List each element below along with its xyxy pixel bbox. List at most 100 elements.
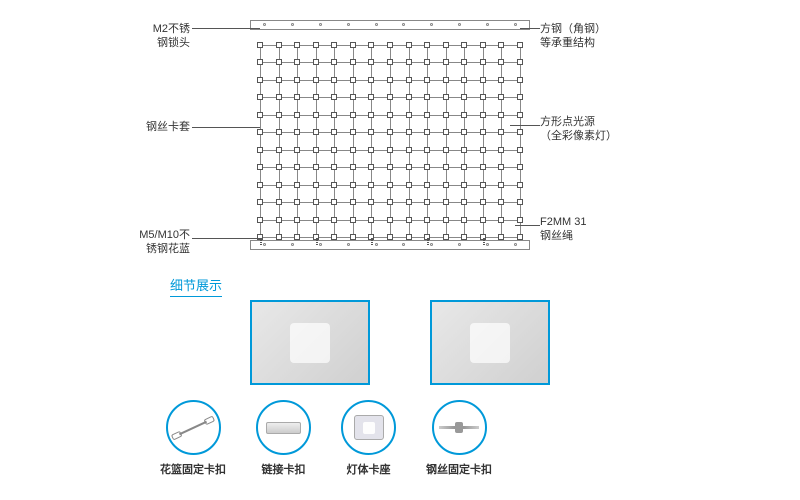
led-node bbox=[498, 112, 504, 118]
led-node bbox=[294, 59, 300, 65]
led-node bbox=[257, 112, 263, 118]
led-node bbox=[480, 77, 486, 83]
led-node bbox=[331, 77, 337, 83]
grid-line-vertical bbox=[260, 45, 261, 237]
led-node bbox=[406, 164, 412, 170]
led-node bbox=[387, 94, 393, 100]
led-node bbox=[406, 42, 412, 48]
led-node bbox=[331, 94, 337, 100]
led-node bbox=[461, 147, 467, 153]
led-node bbox=[276, 199, 282, 205]
led-node bbox=[517, 182, 523, 188]
led-node bbox=[517, 234, 523, 240]
led-node bbox=[294, 77, 300, 83]
led-node bbox=[461, 59, 467, 65]
led-node bbox=[350, 182, 356, 188]
led-node bbox=[294, 199, 300, 205]
led-node bbox=[461, 94, 467, 100]
grid-line-vertical bbox=[464, 45, 465, 237]
led-node bbox=[387, 182, 393, 188]
led-node bbox=[443, 112, 449, 118]
led-node bbox=[387, 147, 393, 153]
led-node bbox=[443, 94, 449, 100]
led-node bbox=[350, 129, 356, 135]
grid-line-vertical bbox=[353, 45, 354, 237]
component-label: 链接卡扣 bbox=[262, 461, 306, 477]
led-node bbox=[276, 59, 282, 65]
led-node bbox=[387, 59, 393, 65]
led-node bbox=[350, 217, 356, 223]
led-node bbox=[313, 77, 319, 83]
led-node bbox=[313, 217, 319, 223]
led-node bbox=[424, 42, 430, 48]
leader-wire-sleeve bbox=[192, 127, 260, 128]
led-node bbox=[276, 217, 282, 223]
led-node bbox=[350, 147, 356, 153]
grid-line-vertical bbox=[297, 45, 298, 237]
led-node bbox=[498, 94, 504, 100]
led-node bbox=[313, 164, 319, 170]
led-node bbox=[313, 112, 319, 118]
leader-wire-rope bbox=[515, 225, 540, 226]
component-label: 钢丝固定卡扣 bbox=[426, 461, 492, 477]
led-node bbox=[443, 182, 449, 188]
led-node bbox=[331, 164, 337, 170]
led-node bbox=[461, 77, 467, 83]
led-node bbox=[387, 217, 393, 223]
led-node bbox=[424, 94, 430, 100]
led-node bbox=[313, 199, 319, 205]
led-node bbox=[350, 199, 356, 205]
leader-turnbuckle bbox=[192, 238, 260, 239]
led-node bbox=[461, 199, 467, 205]
hanger-wire bbox=[427, 237, 429, 245]
led-node bbox=[387, 164, 393, 170]
led-node bbox=[406, 112, 412, 118]
grid-line-vertical bbox=[316, 45, 317, 237]
led-node bbox=[443, 234, 449, 240]
led-node bbox=[480, 59, 486, 65]
led-node bbox=[257, 129, 263, 135]
led-node bbox=[443, 164, 449, 170]
led-node bbox=[331, 129, 337, 135]
hanger-wire bbox=[483, 237, 485, 245]
grid-line-vertical bbox=[390, 45, 391, 237]
led-node bbox=[406, 94, 412, 100]
led-node bbox=[350, 94, 356, 100]
led-node bbox=[443, 199, 449, 205]
led-node bbox=[276, 129, 282, 135]
led-node bbox=[331, 199, 337, 205]
led-node bbox=[424, 129, 430, 135]
led-node bbox=[517, 147, 523, 153]
led-node bbox=[387, 129, 393, 135]
hanger-wire bbox=[316, 237, 318, 245]
led-node bbox=[480, 112, 486, 118]
component-turnbuckle-clip: 花篮固定卡扣 bbox=[160, 400, 226, 477]
led-node bbox=[461, 129, 467, 135]
led-node bbox=[517, 94, 523, 100]
led-node bbox=[313, 42, 319, 48]
led-node bbox=[276, 77, 282, 83]
led-node bbox=[350, 77, 356, 83]
detail-photo-2 bbox=[430, 300, 550, 385]
led-node bbox=[387, 112, 393, 118]
turnbuckle-clip-icon bbox=[166, 400, 221, 455]
led-node bbox=[406, 77, 412, 83]
led-node bbox=[480, 164, 486, 170]
led-node bbox=[257, 77, 263, 83]
led-node bbox=[368, 112, 374, 118]
assembly-diagram: M2不锈 钢锁头 钢丝卡套 M5/M10不 锈钢花蓝 方钢（角钢） 等承重结构 … bbox=[180, 10, 620, 260]
hanger-wire bbox=[260, 237, 262, 245]
bottom-rail bbox=[250, 240, 530, 250]
led-node bbox=[480, 182, 486, 188]
grid-line-vertical bbox=[279, 45, 280, 237]
led-node bbox=[387, 234, 393, 240]
led-node bbox=[498, 42, 504, 48]
led-node bbox=[331, 217, 337, 223]
led-node bbox=[331, 112, 337, 118]
led-node bbox=[517, 164, 523, 170]
component-lamp-holder: 灯体卡座 bbox=[341, 400, 396, 477]
component-connector-clip: 链接卡扣 bbox=[256, 400, 311, 477]
led-node bbox=[313, 182, 319, 188]
led-node bbox=[276, 147, 282, 153]
hanger-wire bbox=[371, 237, 373, 245]
